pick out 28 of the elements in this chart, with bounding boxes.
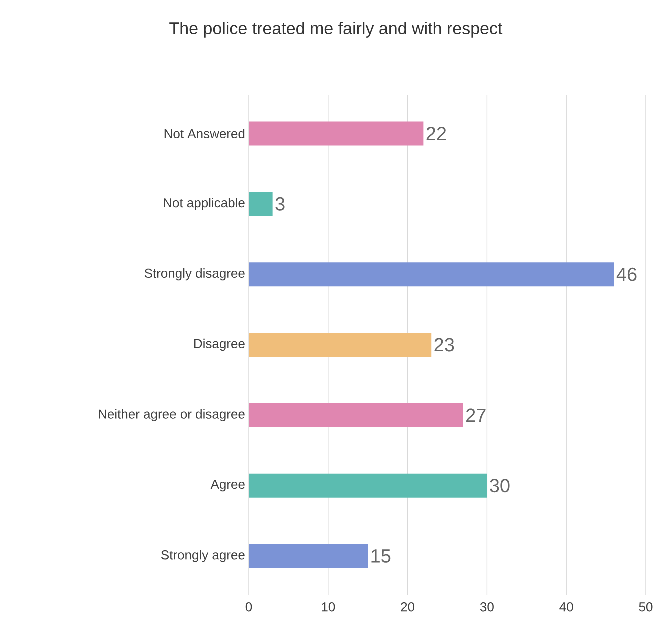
- data-label: 23: [434, 338, 454, 352]
- data-label: 3: [276, 197, 285, 211]
- bar: [249, 262, 614, 287]
- x-tick-label: 20: [401, 602, 415, 612]
- chart-title: The police treated me fairly and with respect: [170, 22, 503, 38]
- y-tick-label: Agree: [210, 480, 245, 492]
- y-tick-label: Neither agree or disagree: [99, 409, 245, 422]
- bar: [249, 332, 432, 357]
- y-tick-label: Strongly agree: [162, 550, 245, 562]
- x-tick-label: 40: [560, 602, 574, 612]
- y-tick-label: Disagree: [194, 338, 245, 352]
- y-tick-label: Strongly disagree: [144, 268, 245, 281]
- data-label: 27: [466, 408, 486, 422]
- bar: [249, 122, 424, 146]
- data-label: 22: [426, 127, 446, 140]
- y-tick-label: Not Answered: [164, 128, 245, 138]
- x-tick-label: 10: [322, 602, 336, 612]
- y-tick-label: Not applicable: [164, 198, 245, 210]
- data-label: 46: [616, 268, 637, 282]
- bar: [249, 544, 368, 568]
- x-tick-label: 30: [480, 602, 494, 612]
- bar: [249, 192, 273, 216]
- bar: [249, 474, 488, 498]
- data-label: 30: [490, 479, 510, 493]
- data-label: 15: [372, 550, 391, 563]
- x-tick-label: 0: [246, 602, 252, 612]
- x-tick-label: 50: [639, 602, 653, 612]
- bar: [249, 403, 464, 428]
